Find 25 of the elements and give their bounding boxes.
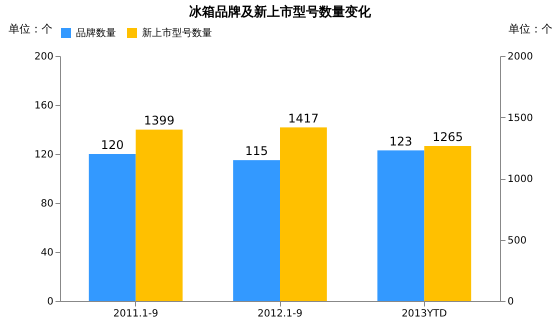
y2-tick-label: 500	[508, 235, 527, 246]
data-label: 1399	[144, 114, 174, 128]
data-label: 1417	[288, 111, 319, 126]
legend-label: 新上市型号数量	[142, 27, 212, 39]
y-axis-title: 单位：个	[8, 22, 52, 36]
y2-axis-title: 单位：个	[508, 22, 552, 36]
y-tick-label: 160	[34, 100, 54, 112]
y-tick-label: 200	[34, 52, 54, 62]
chart-title: 冰箱品牌及新上市型号数量变化	[189, 4, 372, 20]
y2-tick-label: 0	[508, 296, 514, 308]
y2-tick-label: 1500	[508, 112, 533, 124]
y-tick-label: 40	[40, 248, 54, 258]
data-label: 123	[389, 134, 412, 148]
data-label: 1265	[432, 130, 463, 144]
x-tick-label: 2011.1-9	[113, 308, 158, 320]
y2-tick-label: 2000	[508, 52, 533, 62]
x-tick-label: 2012.1-9	[258, 308, 302, 320]
y-tick-label: 0	[47, 296, 54, 308]
data-label: 120	[100, 138, 124, 152]
data-label: 115	[245, 144, 268, 158]
y-tick-label: 80	[40, 198, 54, 210]
y-tick-label: 120	[34, 150, 54, 160]
x-tick-label: 2013YTD	[402, 308, 448, 320]
y2-tick-label: 1000	[508, 174, 533, 185]
legend-label: 品牌数量	[76, 27, 116, 39]
